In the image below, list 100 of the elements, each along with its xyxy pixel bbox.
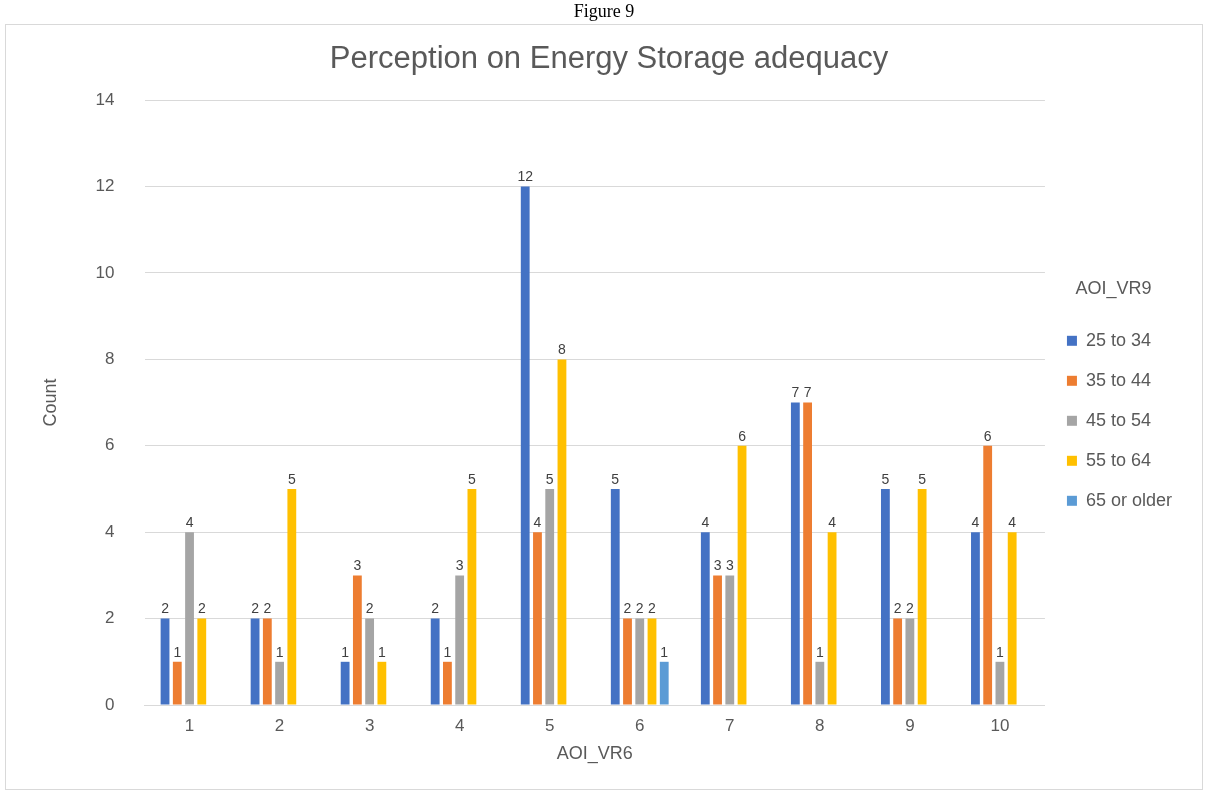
data-label: 4 [971, 514, 980, 531]
data-label: 2 [635, 600, 644, 617]
x-tick-label: 7 [725, 715, 735, 735]
y-tick-label: 4 [105, 521, 115, 541]
bar [275, 661, 284, 705]
bar [623, 618, 632, 705]
bar [880, 489, 890, 705]
caption: Figure 9 [572, 0, 636, 22]
data-label: 2 [251, 600, 260, 617]
bar [287, 489, 297, 705]
bar [365, 618, 375, 705]
bar [971, 532, 980, 705]
bar [827, 532, 837, 705]
bar [250, 618, 260, 705]
bar [700, 532, 710, 705]
bar [185, 532, 194, 705]
bar [377, 661, 387, 705]
data-label: 5 [468, 470, 477, 487]
data-label: 5 [545, 470, 554, 487]
bar [545, 489, 555, 705]
x-tick-label: 4 [454, 715, 465, 735]
bar [983, 445, 993, 705]
data-label: 2 [623, 600, 632, 617]
legend-label: 25 to 34 [1085, 329, 1152, 350]
x-tick-label: 8 [815, 715, 825, 735]
legend-label: 65 or older [1085, 489, 1173, 510]
data-label: 3 [725, 557, 734, 574]
data-label: 2 [161, 600, 170, 617]
bar [262, 618, 272, 705]
data-label: 4 [828, 514, 837, 531]
x-tick-label: 2 [274, 715, 285, 735]
bar [713, 575, 722, 705]
legend-label: 35 to 44 [1085, 369, 1152, 390]
data-label: 8 [558, 341, 567, 358]
chart-title: Perception on Energy Storage adequacy [329, 40, 889, 76]
bar [557, 359, 567, 705]
x-tick-label: 9 [905, 715, 915, 735]
bar [430, 618, 440, 705]
x-tick-label: 5 [544, 715, 555, 735]
data-label: 7 [791, 384, 800, 401]
bar [725, 575, 735, 705]
y-tick-label: 12 [95, 176, 115, 196]
bar [172, 661, 182, 705]
bar [340, 661, 350, 705]
bar [815, 661, 825, 705]
data-label: 4 [185, 514, 194, 531]
data-label: 5 [918, 470, 927, 487]
bar [610, 489, 620, 705]
y-tick-label: 14 [95, 89, 115, 109]
bar [1007, 532, 1017, 705]
data-label: 3 [713, 557, 722, 574]
data-label: 1 [341, 643, 350, 660]
data-label: 7 [803, 384, 812, 401]
bar [995, 661, 1005, 705]
bar [790, 402, 800, 705]
legend-label: 55 to 64 [1085, 449, 1152, 470]
bar [635, 618, 645, 705]
y-axis-title: Count [39, 378, 60, 427]
data-label: 1 [660, 643, 669, 660]
x-tick-label: 3 [364, 715, 375, 735]
bar [520, 186, 530, 705]
legend-label: 45 to 54 [1085, 409, 1152, 430]
bar [197, 618, 207, 705]
data-label: 5 [287, 470, 296, 487]
data-label: 2 [648, 600, 657, 617]
bar [467, 489, 477, 705]
data-label: 1 [443, 643, 452, 660]
bar [160, 618, 170, 705]
bar [803, 402, 812, 705]
bar [659, 661, 669, 705]
x-tick-label: 1 [184, 715, 195, 735]
data-label: 6 [983, 427, 992, 444]
legend-title: AOI_VR9 [1075, 278, 1152, 300]
data-label: 2 [365, 600, 374, 617]
data-label: 5 [881, 470, 890, 487]
x-tick-label: 6 [635, 715, 645, 735]
bar [443, 661, 452, 705]
bar [905, 618, 915, 705]
bar [737, 445, 747, 705]
data-label: 4 [701, 514, 710, 531]
data-label: 2 [263, 600, 272, 617]
bar [917, 489, 927, 705]
data-label: 5 [611, 470, 620, 487]
bar [352, 575, 362, 705]
data-label: 12 [517, 168, 534, 185]
data-label: 3 [455, 557, 464, 574]
x-tick-label: 10 [990, 715, 1010, 735]
data-label: 2 [431, 600, 440, 617]
x-axis-title: AOI_VR6 [556, 743, 633, 765]
data-label: 1 [815, 643, 824, 660]
data-label: 3 [353, 557, 362, 574]
bar [647, 618, 657, 705]
data-label: 1 [996, 643, 1005, 660]
y-tick-label: 8 [105, 349, 115, 369]
data-label: 1 [173, 643, 182, 660]
data-label: 2 [905, 600, 914, 617]
data-label: 2 [893, 600, 902, 617]
y-tick-label: 6 [105, 435, 115, 455]
data-label: 4 [1008, 514, 1017, 531]
data-label: 1 [377, 643, 386, 660]
